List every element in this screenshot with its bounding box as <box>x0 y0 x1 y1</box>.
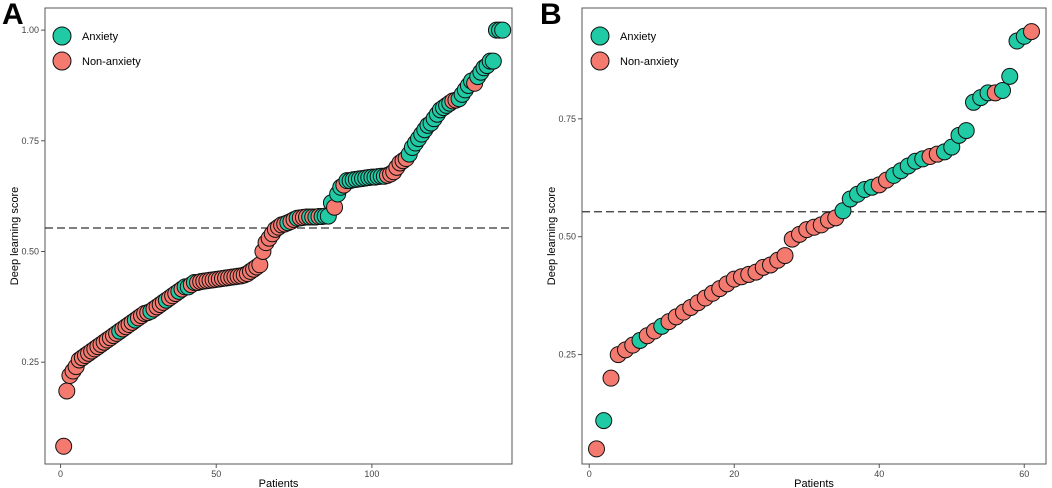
x-tick-label: 0 <box>58 469 63 479</box>
panel-label-b: B <box>540 0 562 31</box>
data-point-anxiety <box>494 21 512 39</box>
data-point-non-anxiety <box>55 437 73 455</box>
plot-frame <box>44 7 513 465</box>
data-point-anxiety <box>994 82 1011 100</box>
legend-label-anxiety: Anxiety <box>620 31 657 43</box>
y-tick-label: 1.00 <box>21 25 39 35</box>
y-tick-label: 0.25 <box>558 350 576 360</box>
x-tick-label: 40 <box>874 469 884 479</box>
legend-label-non-anxiety: Non-anxiety <box>82 56 141 68</box>
x-tick-label: 50 <box>211 469 221 479</box>
data-point-anxiety <box>595 412 613 430</box>
data-point-anxiety <box>484 52 502 70</box>
panel-label-a: A <box>2 0 24 31</box>
legend-label-anxiety: Anxiety <box>82 31 119 43</box>
y-axis-label: Deep learning score <box>9 187 21 285</box>
y-tick-label: 0.25 <box>21 357 39 367</box>
legend-label-non-anxiety: Non-anxiety <box>620 56 679 68</box>
x-tick-label: 100 <box>364 469 379 479</box>
y-tick-label: 0.50 <box>558 232 576 242</box>
x-axis-label: Patients <box>259 478 299 488</box>
y-tick-label: 0.75 <box>21 136 39 146</box>
panel-a: A 0 50 100 0.25 0.50 0.75 1.00 Patients Deep lea… <box>2 0 513 488</box>
data-point-non-anxiety <box>58 382 76 400</box>
legend-marker-anxiety <box>590 26 610 46</box>
data-point-anxiety <box>1001 67 1019 85</box>
x-tick-label: 20 <box>729 469 739 479</box>
x-axis-label: Patients <box>794 478 834 488</box>
data-point-non-anxiety <box>602 369 620 387</box>
legend-marker-non-anxiety <box>52 51 72 71</box>
x-tick-label: 0 <box>587 469 592 479</box>
y-tick-label: 0.50 <box>21 246 39 256</box>
data-point-non-anxiety <box>588 440 605 458</box>
data-point-non-anxiety <box>776 247 794 265</box>
data-point-non-anxiety <box>1023 23 1040 41</box>
legend-marker-non-anxiety <box>590 51 610 71</box>
data-point-anxiety <box>957 122 975 140</box>
plot-frame <box>581 7 1047 465</box>
x-tick-label: 60 <box>1019 469 1029 479</box>
y-axis-label: Deep learning score <box>546 187 558 285</box>
legend-marker-anxiety <box>52 26 72 46</box>
panel-b: B 0 20 40 60 0.25 0.50 0.75 Patients Deep learni… <box>540 0 1047 488</box>
y-tick-label: 0.75 <box>558 114 576 124</box>
